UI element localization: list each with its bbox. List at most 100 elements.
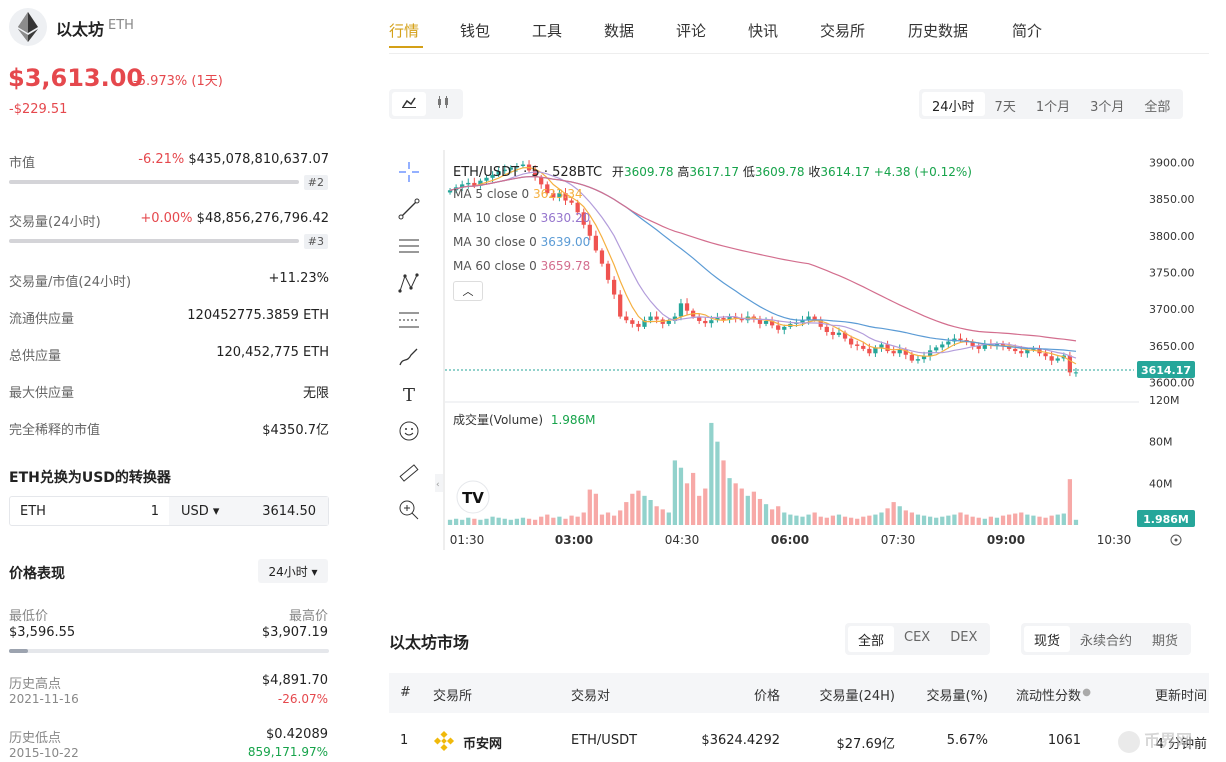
volume-bar [496, 517, 501, 525]
col-volume[interactable]: 交易量(24H) [819, 689, 895, 704]
trendline-icon[interactable] [397, 197, 433, 234]
emoji-icon[interactable] [397, 419, 433, 456]
range-all[interactable]: 全部 [1144, 100, 1171, 115]
row-exchange[interactable]: 币安网 [463, 737, 503, 752]
candle-body [581, 212, 586, 225]
collapse-toolbar-icon[interactable]: ‹ [435, 474, 443, 492]
volume-bar [830, 515, 836, 525]
x-tick-label: 09:00 [987, 533, 1025, 547]
high-label: 最高价 [288, 609, 328, 624]
volume-label: 成交量(Volume) [453, 413, 543, 427]
filter-all[interactable]: 全部 [848, 626, 895, 652]
volume-bar [806, 514, 811, 525]
last-volume-tag [1137, 510, 1195, 527]
text-tool-icon[interactable]: T [397, 382, 433, 419]
tab-intro[interactable]: 简介 [1012, 22, 1043, 40]
volume-bar [624, 502, 629, 525]
candle-body [1025, 349, 1030, 354]
info-icon[interactable]: ● [1082, 687, 1091, 698]
volume-bar [703, 488, 708, 525]
type-futures[interactable]: 期货 [1152, 634, 1179, 649]
y-tick-label: 3700.00 [1149, 303, 1195, 316]
candle-body [715, 318, 720, 321]
converter-to[interactable]: USD ▾ 3614.50 [168, 497, 328, 525]
horizontal-lines-icon[interactable] [397, 234, 433, 271]
tab-wallet[interactable]: 钱包 [460, 22, 491, 40]
converter-amount-input[interactable]: 1 [150, 503, 159, 519]
volume-bar [867, 515, 872, 525]
range-7d[interactable]: 7天 [994, 100, 1016, 115]
candle-body [830, 331, 836, 335]
tab-exchanges[interactable]: 交易所 [820, 22, 866, 40]
stat-row: 最大供应量 无限 [9, 382, 329, 401]
volume-bar [672, 460, 678, 525]
candle-body [587, 224, 592, 236]
tab-tools[interactable]: 工具 [532, 22, 563, 40]
candle-body [940, 344, 945, 348]
candle-body [697, 316, 702, 321]
filter-cex[interactable]: CEX [904, 630, 931, 645]
ruler-icon[interactable] [397, 461, 433, 498]
candle-body [897, 349, 902, 354]
candle-body [848, 338, 854, 345]
volume-bar [891, 502, 896, 525]
y-tick-label: 3650.00 [1149, 340, 1195, 353]
candle-body [855, 344, 860, 346]
brush-icon[interactable] [397, 345, 433, 382]
converter-currency-select[interactable]: USD ▾ [180, 503, 220, 519]
range-24h[interactable]: 24小时 [922, 92, 985, 116]
volume-bar [1067, 479, 1073, 525]
line-chart-icon[interactable] [392, 92, 426, 116]
converter-from[interactable]: ETH 1 [10, 504, 169, 519]
stat-label: 总供应量 [9, 349, 62, 364]
candle-body [703, 320, 708, 324]
col-liquidity[interactable]: 流动性分数 [1015, 689, 1081, 704]
range-1m[interactable]: 1个月 [1035, 100, 1071, 115]
stat-label: 交易量/市值(24小时) [9, 275, 132, 290]
tab-market[interactable]: 行情 [389, 22, 420, 40]
fib-icon[interactable] [397, 308, 433, 345]
price-chart[interactable]: 3900.00 3850.00 3800.00 3750.00 3700.00 3650.… [389, 150, 1209, 560]
filter-dex[interactable]: DEX [950, 630, 978, 645]
volume-bar [982, 518, 987, 525]
table-row[interactable]: 1 币安网 ETH/USDT $3624.4292 $27.69亿 5.67% … [389, 713, 1209, 762]
market-cap-rank: #2 [303, 175, 328, 190]
crosshair-icon[interactable] [397, 160, 433, 197]
candle-body [903, 349, 908, 355]
candle-body [1049, 356, 1054, 361]
tab-history[interactable]: 历史数据 [908, 22, 969, 40]
collapse-legend-button[interactable]: ︿ [453, 281, 483, 301]
tab-data[interactable]: 数据 [604, 22, 635, 40]
tab-news[interactable]: 快讯 [748, 22, 779, 40]
range-3m[interactable]: 3个月 [1090, 100, 1125, 115]
volume-bar [660, 509, 665, 525]
col-volume-pct[interactable]: 交易量(%) [926, 689, 989, 704]
candle-body [934, 347, 939, 351]
pattern-icon[interactable] [397, 271, 433, 308]
type-spot[interactable]: 现货 [1024, 626, 1071, 652]
tab-comments[interactable]: 评论 [676, 22, 707, 40]
ath-date: 2021-11-16 [9, 692, 79, 706]
tab-active-indicator [389, 46, 423, 48]
stat-value: 无限 [302, 386, 329, 401]
high-label: 高 [677, 165, 690, 179]
y-tick-label: 3600.00 [1149, 377, 1195, 390]
stat-row: 完全稀释的市值 $4350.7亿 [9, 419, 329, 438]
watermark-logo-icon [1118, 730, 1140, 753]
candle-body [539, 177, 544, 185]
volume-bar [812, 512, 817, 525]
reset-scale-icon[interactable] [1170, 534, 1182, 546]
row-pair[interactable]: ETH/USDT [571, 733, 638, 748]
candle-body [478, 180, 483, 186]
volume-bar [855, 518, 860, 525]
zoom-in-icon[interactable] [397, 498, 433, 535]
type-perp[interactable]: 永续合约 [1080, 634, 1133, 649]
col-price[interactable]: 价格 [753, 689, 780, 704]
stat-value: +11.23% [268, 271, 329, 286]
ma-label: MA 30 close 0 [453, 235, 537, 249]
candle-chart-icon[interactable] [426, 92, 460, 116]
volume-bar [1037, 516, 1042, 525]
volume-bar [861, 516, 866, 525]
performance-period-select[interactable]: 24小时 ▾ [258, 559, 328, 583]
candle-body [520, 164, 526, 167]
